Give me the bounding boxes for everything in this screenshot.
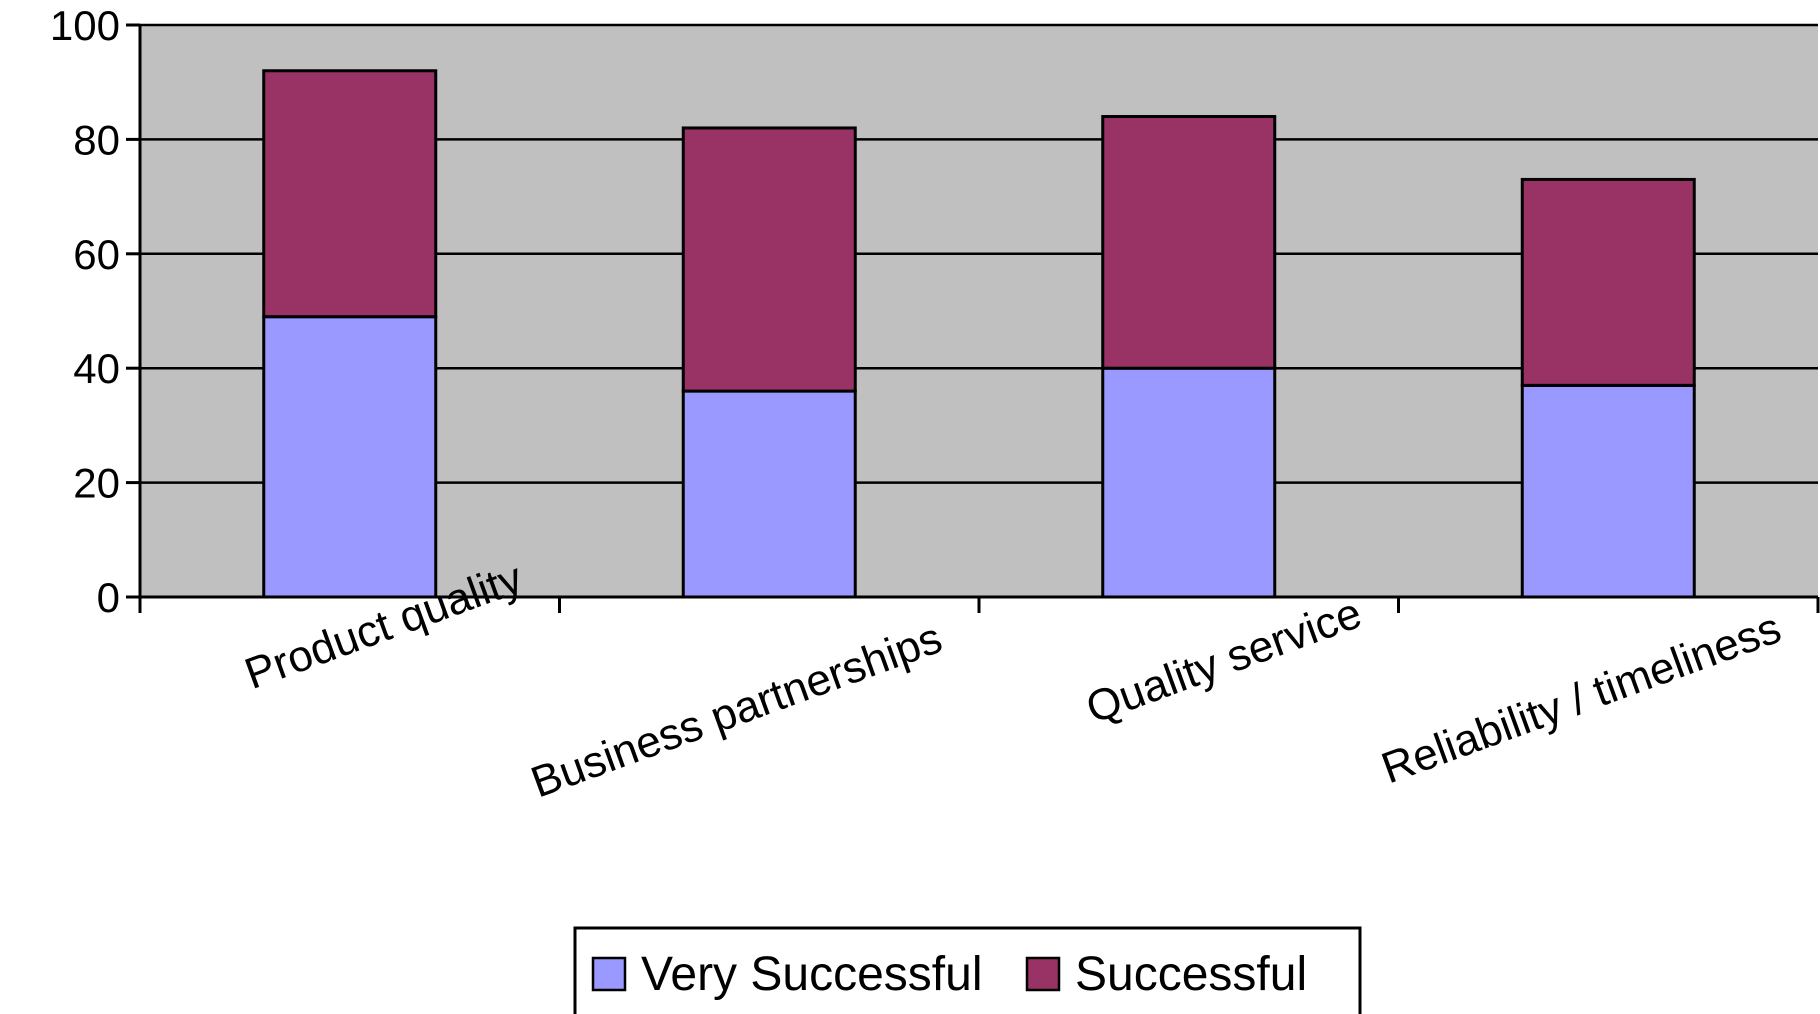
bar-very-successful-1 xyxy=(681,389,857,599)
y-axis-ticks: 0 20 40 60 80 100 xyxy=(50,2,120,621)
y-tick-label-100: 100 xyxy=(50,2,120,49)
bar-very-successful-0 xyxy=(262,315,438,599)
bars xyxy=(262,69,1696,599)
legend-label-successful: Successful xyxy=(1075,948,1307,1001)
legend-swatch-very-successful xyxy=(591,956,627,992)
y-tick-label-60: 60 xyxy=(73,231,120,278)
y-tick-label-0: 0 xyxy=(97,574,120,621)
legend-swatch-successful xyxy=(1025,956,1061,992)
bar-successful-0 xyxy=(262,69,438,319)
legend-label-very-successful: Very Successful xyxy=(641,948,982,1001)
y-tick-label-80: 80 xyxy=(73,116,120,163)
bar-successful-2 xyxy=(1101,115,1277,370)
legend: Very Successful Successful xyxy=(573,926,1362,1014)
bar-successful-1 xyxy=(681,126,857,393)
x-category-label-1: Business partnerships xyxy=(525,613,949,807)
bar-very-successful-2 xyxy=(1101,366,1277,599)
axes xyxy=(126,23,1820,613)
x-category-label-3: Reliability / timeliness xyxy=(1375,603,1787,793)
legend-box xyxy=(573,926,1362,1014)
y-tick-label-40: 40 xyxy=(73,345,120,392)
bar-successful-3 xyxy=(1520,177,1696,387)
y-tick-label-20: 20 xyxy=(73,460,120,507)
bar-very-successful-3 xyxy=(1520,383,1696,599)
x-category-label-2: Quality service xyxy=(1080,588,1368,733)
